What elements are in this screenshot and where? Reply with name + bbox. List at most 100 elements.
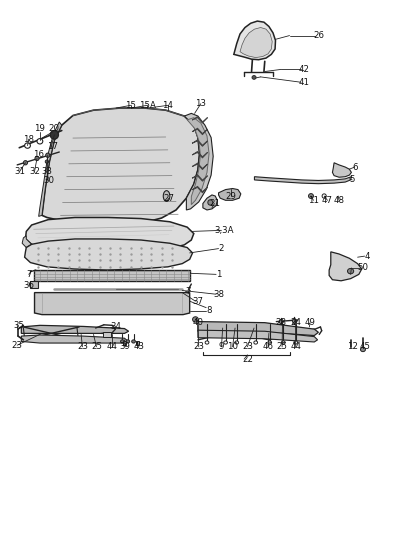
Text: 49: 49 [304, 318, 315, 327]
Text: 32: 32 [29, 167, 40, 176]
Polygon shape [136, 341, 139, 345]
Text: 24: 24 [290, 318, 301, 327]
Text: 10: 10 [227, 342, 237, 351]
Text: 11: 11 [307, 196, 318, 205]
Text: 23: 23 [193, 342, 204, 351]
Polygon shape [103, 332, 111, 337]
Text: 15: 15 [125, 101, 136, 110]
Text: 48: 48 [333, 196, 344, 205]
Ellipse shape [45, 160, 48, 164]
Ellipse shape [50, 131, 58, 139]
Polygon shape [22, 236, 31, 247]
Polygon shape [233, 21, 275, 60]
Ellipse shape [24, 143, 30, 148]
Ellipse shape [267, 341, 271, 344]
Text: 16: 16 [33, 150, 44, 159]
Polygon shape [30, 281, 38, 288]
Text: 44: 44 [106, 342, 117, 351]
Text: 21: 21 [209, 199, 219, 208]
Ellipse shape [281, 341, 285, 344]
Text: 1: 1 [215, 270, 221, 279]
Polygon shape [33, 270, 190, 281]
Text: 46: 46 [262, 342, 273, 351]
Text: 30: 30 [44, 176, 55, 186]
Ellipse shape [223, 341, 227, 344]
Text: 3,3A: 3,3A [214, 226, 233, 235]
Polygon shape [218, 188, 240, 200]
Ellipse shape [192, 317, 198, 322]
Text: 27: 27 [163, 194, 174, 203]
Polygon shape [184, 114, 213, 210]
Polygon shape [21, 335, 128, 343]
Text: 7: 7 [185, 287, 191, 296]
Text: 6: 6 [351, 162, 356, 172]
Ellipse shape [278, 320, 282, 324]
Ellipse shape [347, 268, 353, 274]
Text: 38: 38 [213, 290, 223, 299]
Text: 19: 19 [34, 124, 45, 133]
Text: 22: 22 [241, 355, 252, 364]
Polygon shape [254, 176, 351, 183]
Ellipse shape [45, 153, 50, 158]
Ellipse shape [131, 340, 135, 343]
Text: 8: 8 [206, 306, 211, 315]
Polygon shape [25, 217, 193, 252]
Ellipse shape [308, 194, 313, 199]
Text: 12: 12 [346, 342, 357, 351]
Ellipse shape [120, 340, 124, 343]
Text: 20: 20 [48, 124, 59, 133]
Text: 37: 37 [192, 296, 203, 306]
Ellipse shape [205, 341, 208, 344]
Text: 33: 33 [41, 167, 52, 176]
Polygon shape [197, 322, 318, 336]
Ellipse shape [23, 161, 27, 165]
Polygon shape [328, 252, 361, 281]
Ellipse shape [126, 340, 129, 343]
Text: 29: 29 [225, 192, 236, 201]
Text: 18: 18 [23, 134, 34, 144]
Polygon shape [24, 239, 192, 270]
Text: 34: 34 [109, 322, 121, 331]
Text: 23: 23 [77, 342, 88, 351]
Ellipse shape [293, 341, 297, 344]
Text: 31: 31 [14, 167, 25, 176]
Polygon shape [42, 108, 199, 226]
Text: 26: 26 [312, 31, 323, 40]
Ellipse shape [292, 319, 296, 323]
Ellipse shape [321, 194, 325, 198]
Text: 13: 13 [195, 99, 206, 108]
Text: 9: 9 [218, 342, 223, 351]
Text: 41: 41 [298, 78, 309, 87]
Ellipse shape [360, 348, 365, 352]
Ellipse shape [35, 157, 39, 161]
Text: 25: 25 [276, 342, 287, 351]
Polygon shape [332, 163, 351, 177]
Polygon shape [21, 325, 128, 334]
Text: 25: 25 [91, 342, 102, 351]
Text: 4: 4 [363, 252, 369, 260]
Text: 35: 35 [13, 321, 24, 330]
Polygon shape [38, 122, 62, 216]
Polygon shape [123, 341, 126, 345]
Text: 15A: 15A [138, 101, 155, 110]
Polygon shape [240, 27, 271, 58]
Text: 7: 7 [26, 270, 31, 279]
Ellipse shape [234, 341, 238, 344]
Text: 40: 40 [192, 318, 203, 327]
Polygon shape [34, 293, 189, 315]
Text: 39: 39 [120, 342, 131, 351]
Text: 44: 44 [290, 342, 301, 351]
Ellipse shape [252, 75, 256, 79]
Polygon shape [187, 118, 209, 204]
Ellipse shape [163, 190, 169, 201]
Text: 23: 23 [241, 342, 252, 351]
Text: 23: 23 [12, 341, 23, 350]
Ellipse shape [37, 139, 43, 144]
Text: 50: 50 [356, 264, 368, 272]
Text: 2: 2 [218, 244, 224, 253]
Ellipse shape [253, 341, 257, 344]
Polygon shape [197, 330, 317, 342]
Text: 43: 43 [133, 342, 144, 351]
Text: 47: 47 [321, 196, 332, 205]
Text: 42: 42 [298, 65, 309, 74]
